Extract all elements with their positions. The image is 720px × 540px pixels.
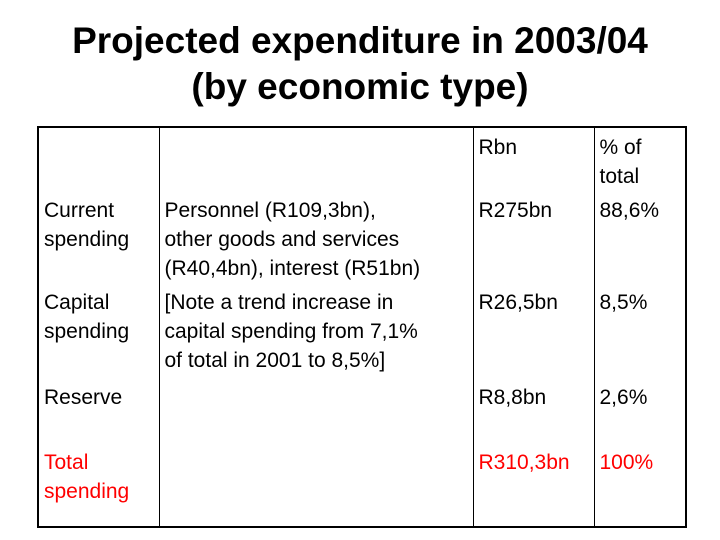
page-title: Projected expenditure in 2003/04 (by eco…	[0, 18, 720, 110]
header-cell-rbn: Rbn	[472, 126, 595, 191]
row-label: Current spending	[37, 191, 160, 283]
row-percent: 88,6%	[593, 191, 687, 283]
row-rbn: R310,3bn	[472, 443, 595, 528]
header-cell-empty-1	[37, 126, 160, 191]
row-description	[158, 378, 474, 443]
title-line-2: (by economic type)	[191, 66, 529, 107]
table-header-row: Rbn % of total	[37, 126, 687, 191]
expenditure-table: Rbn % of total Current spending Personne…	[37, 126, 687, 528]
header-cell-empty-2	[158, 126, 474, 191]
row-label: Reserve	[37, 378, 160, 443]
title-line-1: Projected expenditure in 2003/04	[72, 20, 648, 61]
header-cell-percent: % of total	[593, 126, 687, 191]
row-percent: 2,6%	[593, 378, 687, 443]
row-description: [Note a trend increase in capital spendi…	[158, 283, 474, 378]
table-row-total: Total spending R310,3bn 100%	[37, 443, 687, 528]
row-description	[158, 443, 474, 528]
row-description: Personnel (R109,3bn), other goods and se…	[158, 191, 474, 283]
row-percent: 8,5%	[593, 283, 687, 378]
row-rbn: R275bn	[472, 191, 595, 283]
table-row: Reserve R8,8bn 2,6%	[37, 378, 687, 443]
row-rbn: R26,5bn	[472, 283, 595, 378]
row-rbn: R8,8bn	[472, 378, 595, 443]
row-label: Capital spending	[37, 283, 160, 378]
table-row: Capital spending [Note a trend increase …	[37, 283, 687, 378]
row-label: Total spending	[37, 443, 160, 528]
row-percent: 100%	[593, 443, 687, 528]
table-row: Current spending Personnel (R109,3bn), o…	[37, 191, 687, 283]
